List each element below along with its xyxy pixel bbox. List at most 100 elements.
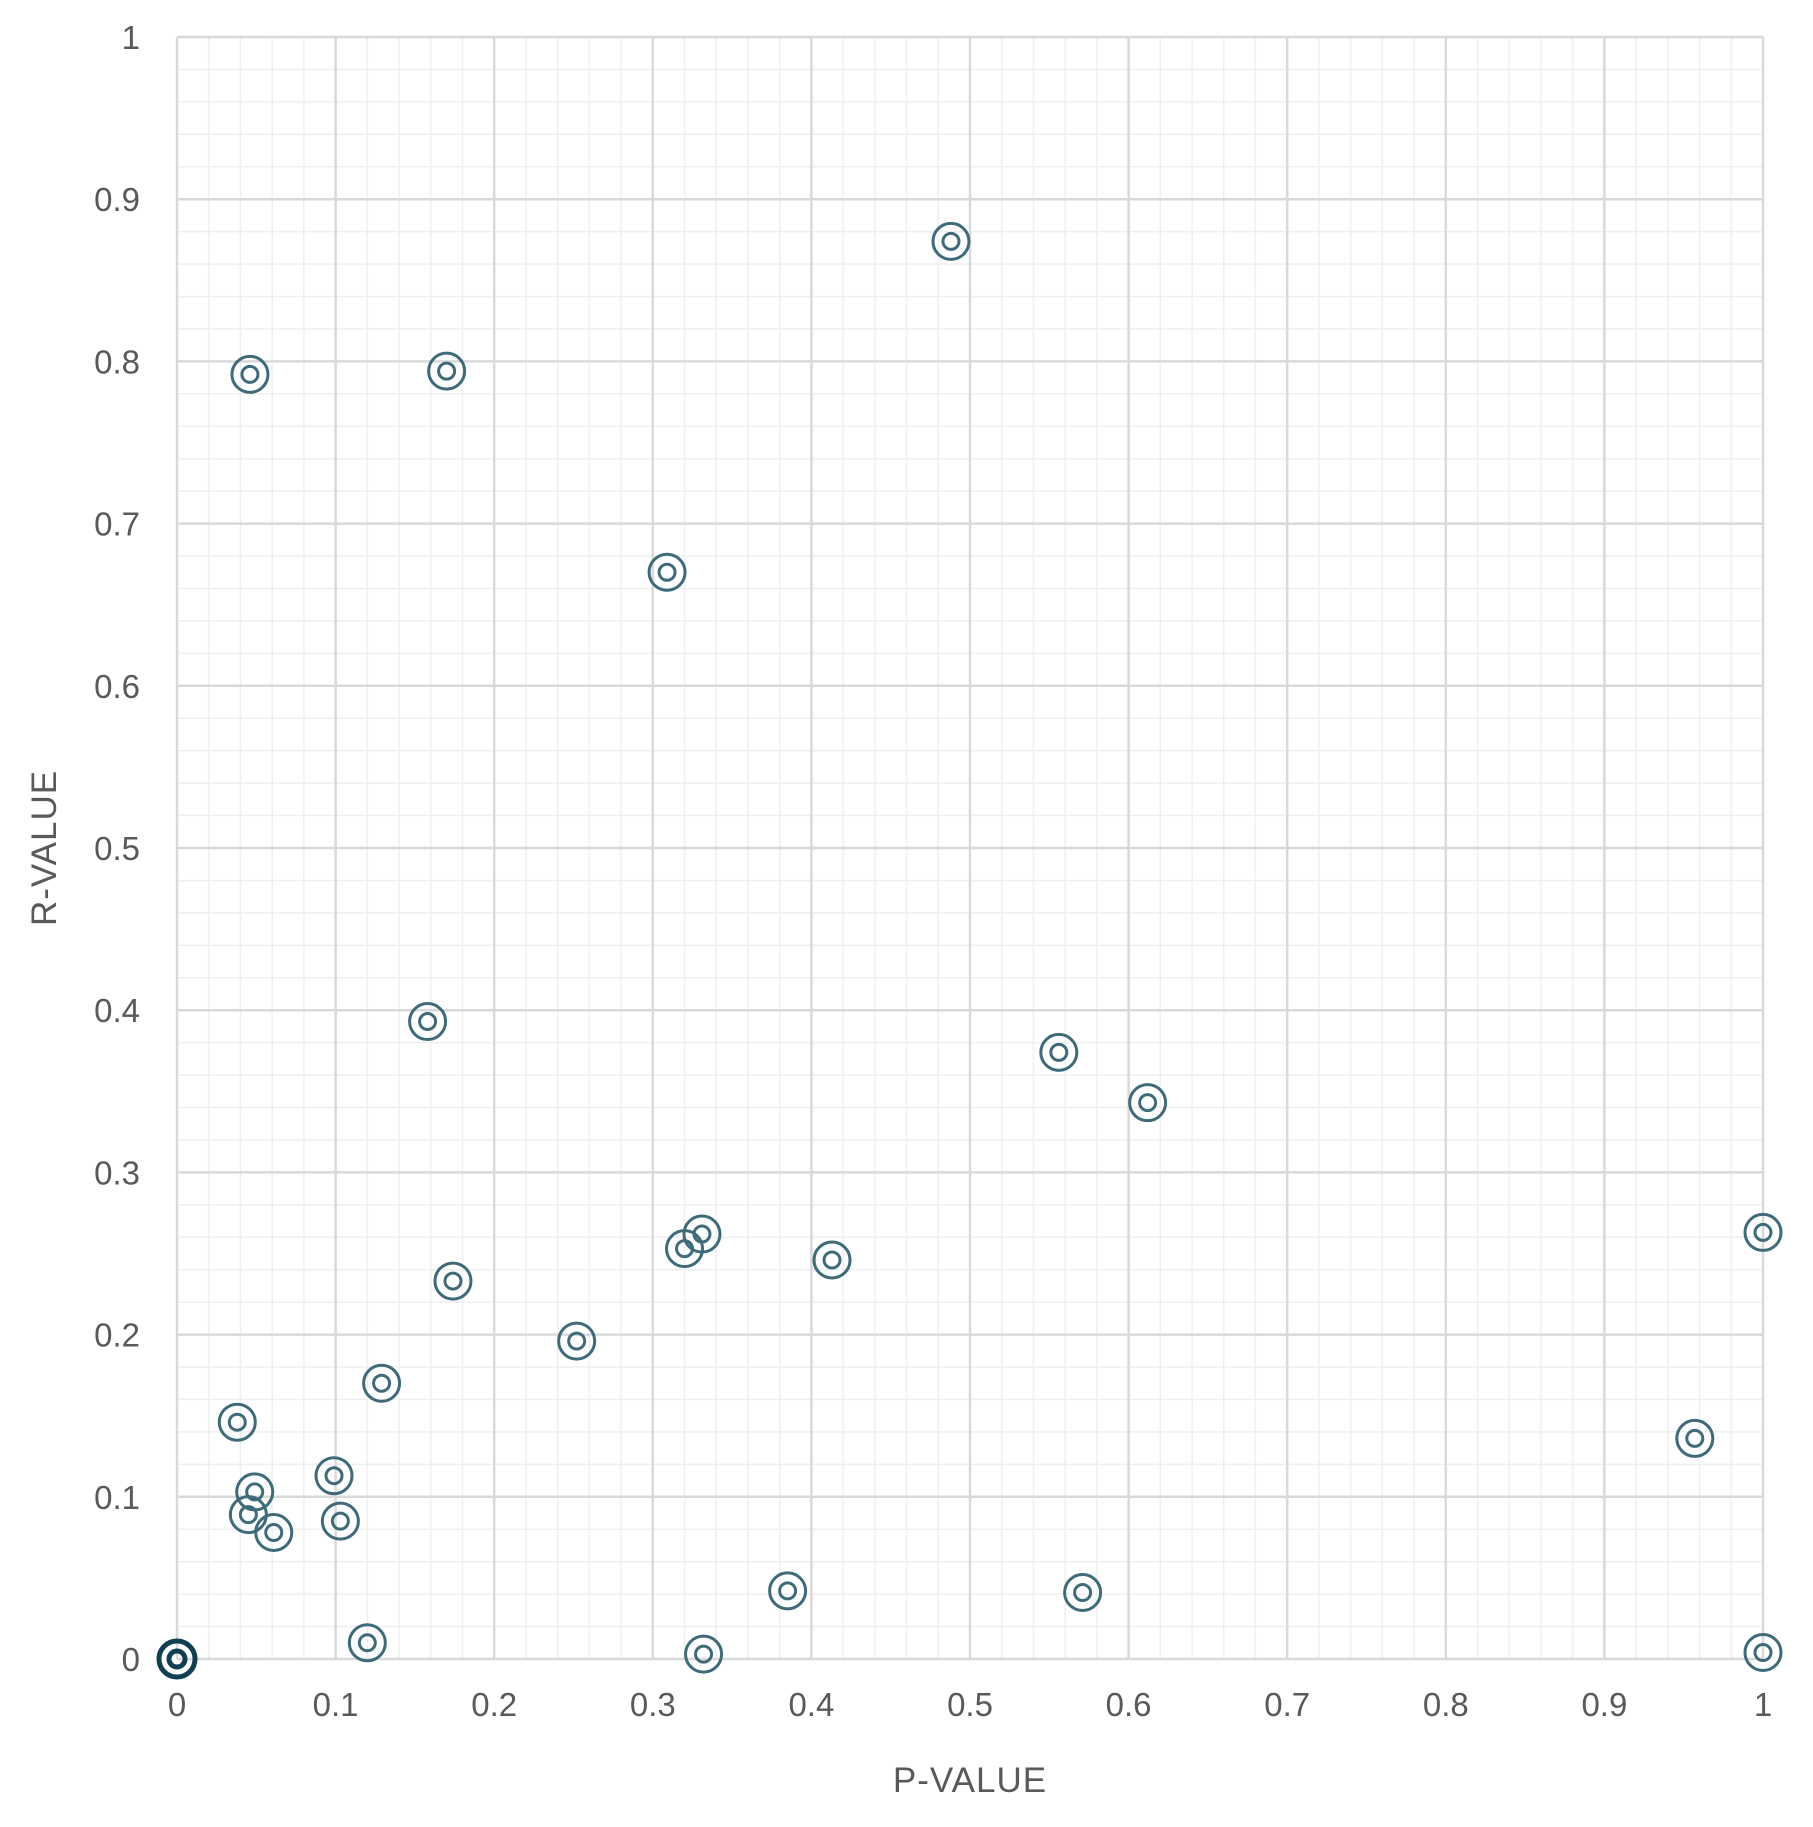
data-point: [427, 351, 467, 391]
data-point: [812, 1240, 852, 1280]
data-point-inner-ring: [418, 1012, 438, 1032]
data-point-outer-ring: [768, 1571, 808, 1611]
y-tick-label: 0.7: [94, 506, 140, 543]
data-point: [362, 1363, 402, 1403]
data-point: [217, 1402, 257, 1442]
data-point-inner-ring: [238, 1505, 258, 1525]
x-axis-title: P-VALUE: [893, 1761, 1047, 1800]
data-point-inner-ring: [1138, 1093, 1158, 1113]
x-tick-label: 0.2: [471, 1686, 517, 1723]
data-point-inner-ring: [330, 1511, 350, 1531]
data-point-inner-ring: [1049, 1042, 1069, 1062]
data-point-inner-ring: [240, 364, 260, 384]
data-point-inner-ring: [437, 361, 457, 381]
data-point-inner-ring: [357, 1633, 377, 1653]
data-point-outer-ring: [156, 1638, 198, 1680]
data-point-inner-ring: [822, 1250, 842, 1270]
data-point-outer-ring: [931, 221, 971, 261]
x-tick-label: 0.1: [313, 1686, 359, 1723]
data-point-outer-ring: [408, 1002, 448, 1042]
data-point-outer-ring: [1039, 1032, 1079, 1072]
data-point-inner-ring: [372, 1373, 392, 1393]
data-point-inner-ring: [1753, 1643, 1773, 1663]
data-point-inner-ring: [694, 1644, 714, 1664]
data-point-outer-ring: [665, 1229, 705, 1269]
data-point: [1743, 1212, 1783, 1252]
data-point-outer-ring: [320, 1501, 360, 1541]
y-tick-label: 0: [122, 1641, 140, 1678]
data-point-inner-ring: [324, 1466, 344, 1486]
data-point-outer-ring: [1743, 1212, 1783, 1252]
x-tick-label: 0.9: [1581, 1686, 1627, 1723]
data-point-inner-ring: [941, 231, 961, 251]
data-point: [347, 1623, 387, 1663]
y-axis-tick-labels: 0 0.1 0.2 0.3 0.4 0.5 0.6 0.7 0.8 0.9 1: [94, 19, 140, 1678]
data-point-inner-ring: [567, 1331, 587, 1351]
data-point-inner-ring: [1685, 1428, 1705, 1448]
x-tick-label: 1: [1754, 1686, 1772, 1723]
data-point: [156, 1638, 198, 1680]
data-point: [684, 1634, 724, 1674]
data-point: [1039, 1032, 1079, 1072]
data-point-outer-ring: [362, 1363, 402, 1403]
data-point-inner-ring: [443, 1271, 463, 1291]
data-point-outer-ring: [254, 1512, 294, 1552]
data-point-outer-ring: [1063, 1572, 1103, 1612]
data-point: [1743, 1633, 1783, 1673]
data-point-inner-ring: [657, 562, 677, 582]
data-point: [768, 1571, 808, 1611]
data-point-outer-ring: [647, 552, 687, 592]
data-point: [408, 1002, 448, 1042]
y-tick-label: 0.3: [94, 1154, 140, 1191]
data-point-outer-ring: [1675, 1418, 1715, 1458]
x-tick-label: 0.5: [947, 1686, 993, 1723]
data-point-inner-ring: [778, 1581, 798, 1601]
x-tick-label: 0.6: [1106, 1686, 1152, 1723]
data-point: [314, 1456, 354, 1496]
y-tick-label: 0.4: [94, 992, 140, 1029]
data-point-inner-ring: [1073, 1582, 1093, 1602]
data-point-outer-ring: [557, 1321, 597, 1361]
data-point-outer-ring: [314, 1456, 354, 1496]
data-point: [1128, 1083, 1168, 1123]
x-tick-label: 0: [168, 1686, 186, 1723]
major-gridlines: [175, 35, 1765, 1661]
data-point: [235, 1472, 275, 1512]
data-point-outer-ring: [217, 1402, 257, 1442]
data-point-outer-ring: [235, 1472, 275, 1512]
data-point-inner-ring: [166, 1648, 188, 1670]
y-tick-label: 0.6: [94, 668, 140, 705]
data-point-inner-ring: [227, 1412, 247, 1432]
data-point: [557, 1321, 597, 1361]
data-point: [433, 1261, 473, 1301]
data-point: [1063, 1572, 1103, 1612]
data-point-inner-ring: [245, 1482, 265, 1502]
data-point: [320, 1501, 360, 1541]
data-point-outer-ring: [684, 1634, 724, 1674]
data-points: [156, 221, 1783, 1680]
data-point-outer-ring: [228, 1495, 268, 1535]
y-tick-label: 0.5: [94, 830, 140, 867]
data-point-outer-ring: [427, 351, 467, 391]
data-point-outer-ring: [1128, 1083, 1168, 1123]
data-point-outer-ring: [433, 1261, 473, 1301]
y-tick-label: 0.1: [94, 1479, 140, 1516]
y-tick-label: 0.8: [94, 343, 140, 380]
data-point-inner-ring: [1753, 1222, 1773, 1242]
data-point-outer-ring: [230, 354, 270, 394]
data-point: [228, 1495, 268, 1535]
x-tick-label: 0.3: [630, 1686, 676, 1723]
data-point: [230, 354, 270, 394]
x-tick-label: 0.4: [788, 1686, 834, 1723]
y-axis-title: R-VALUE: [25, 770, 64, 926]
data-point: [254, 1512, 294, 1552]
data-point-outer-ring: [347, 1623, 387, 1663]
x-axis-tick-labels: 0 0.1 0.2 0.3 0.4 0.5 0.6 0.7 0.8 0.9 1: [168, 1686, 1772, 1723]
data-point-outer-ring: [812, 1240, 852, 1280]
data-point-inner-ring: [675, 1239, 695, 1259]
data-point: [665, 1229, 705, 1269]
y-tick-label: 1: [122, 19, 140, 56]
data-point: [1675, 1418, 1715, 1458]
